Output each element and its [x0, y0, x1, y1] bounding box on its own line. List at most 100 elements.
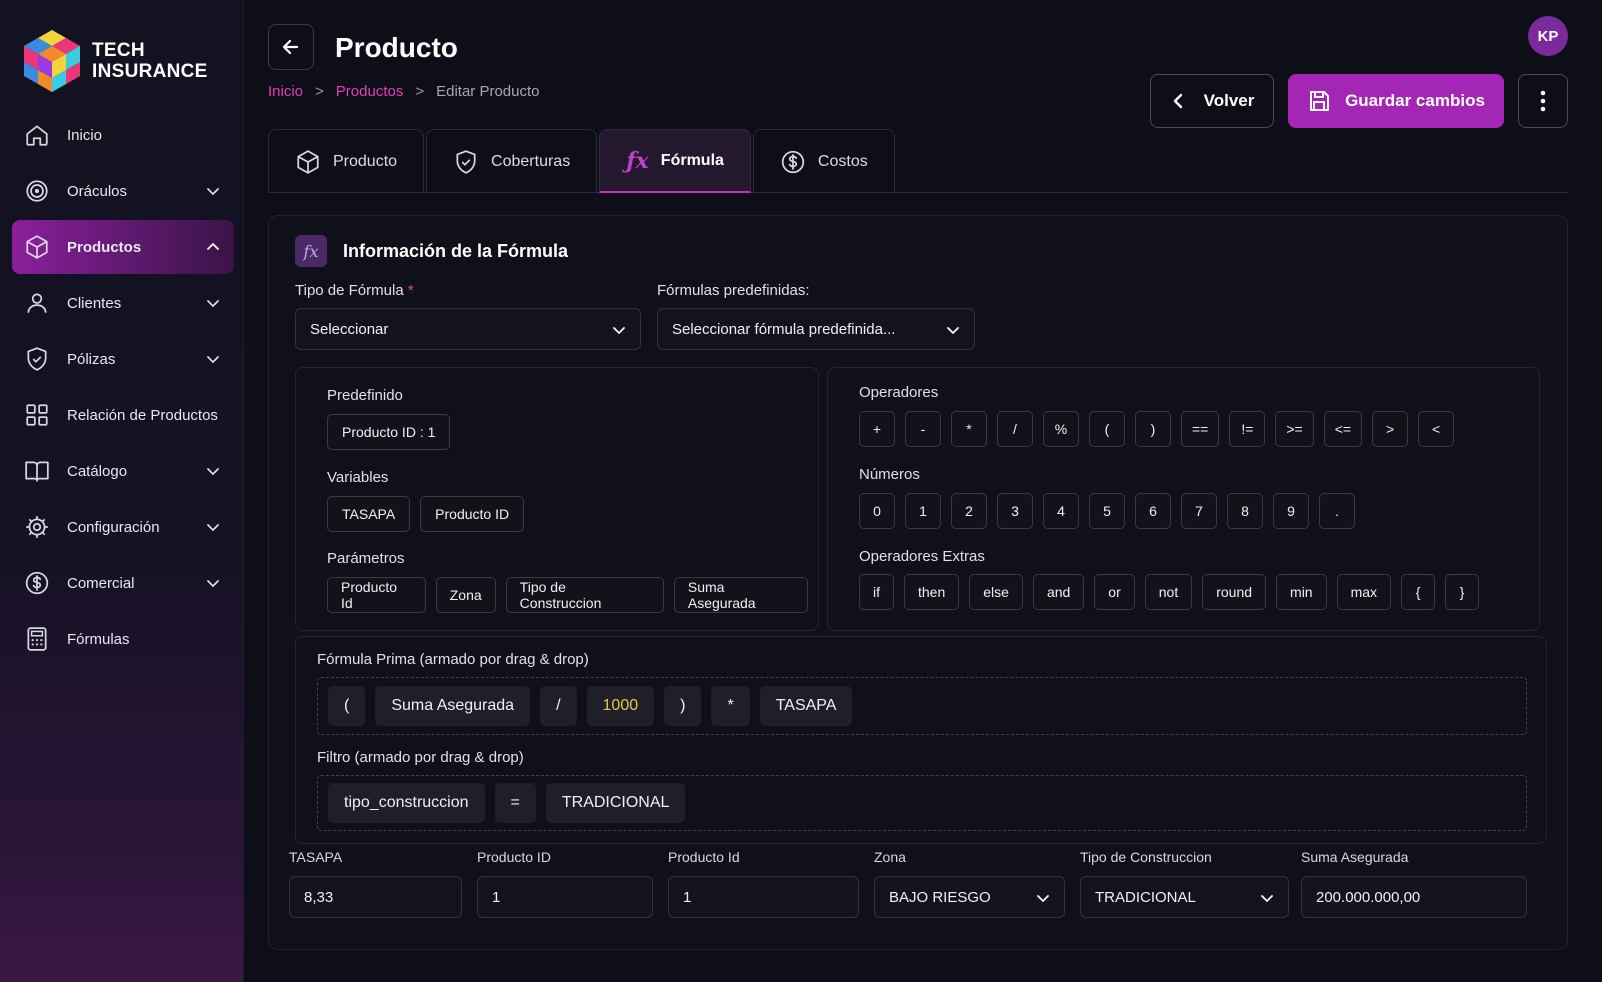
- select-zona[interactable]: BAJO RIESGO: [874, 876, 1065, 918]
- sidebar-item-formulas[interactable]: Fórmulas: [12, 612, 234, 666]
- chevron-down-icon: [206, 520, 220, 538]
- sidebar-item-productos[interactable]: Productos: [12, 220, 234, 274]
- numero-chip[interactable]: 7: [1181, 493, 1217, 529]
- operador-chip[interactable]: >: [1372, 411, 1409, 447]
- operador-extra-chip[interactable]: not: [1144, 574, 1193, 610]
- avatar[interactable]: KP: [1528, 16, 1568, 56]
- save-label: Guardar cambios: [1345, 91, 1485, 110]
- tab-producto[interactable]: Producto: [268, 129, 425, 193]
- tab-label: Fórmula: [660, 151, 724, 169]
- numero-chip[interactable]: 5: [1089, 493, 1125, 529]
- formula-token[interactable]: Suma Asegurada: [375, 686, 531, 726]
- variable-chip[interactable]: Producto ID: [420, 496, 525, 532]
- more-vertical-icon: [1540, 90, 1546, 112]
- formula-prima-dropzone[interactable]: (Suma Asegurada/1000) * TASAPA: [317, 677, 1527, 735]
- numero-chip[interactable]: .: [1319, 493, 1355, 529]
- volver-label: Volver: [1203, 91, 1255, 110]
- sidebar-item-label: Catálogo: [67, 462, 128, 480]
- formula-token[interactable]: TASAPA: [759, 686, 853, 726]
- operador-chip[interactable]: -: [905, 411, 941, 447]
- filtro-dropzone[interactable]: tipo_construccion = TRADICIONAL: [317, 775, 1527, 831]
- operador-chip[interactable]: *: [951, 411, 987, 447]
- card-header: fx Información de la Fórmula: [295, 235, 568, 267]
- parametro-chip[interactable]: Zona: [435, 577, 496, 613]
- numero-chip[interactable]: 3: [997, 493, 1033, 529]
- operador-chip[interactable]: /: [997, 411, 1033, 447]
- predefinido-chip[interactable]: Producto ID : 1: [327, 414, 451, 450]
- tab-formula[interactable]: ƒx Fórmula: [599, 129, 751, 193]
- filtro-token[interactable]: =: [494, 783, 536, 823]
- formula-card: fx Información de la Fórmula Tipo de Fór…: [268, 215, 1568, 950]
- operador-chip[interactable]: ): [1135, 411, 1171, 447]
- operador-chip[interactable]: !=: [1229, 411, 1266, 447]
- numero-chip[interactable]: 4: [1043, 493, 1079, 529]
- filtro-token[interactable]: TRADICIONAL: [545, 783, 686, 823]
- parametro-chip[interactable]: Suma Asegurada: [673, 577, 808, 613]
- numero-chip[interactable]: 6: [1135, 493, 1171, 529]
- formula-token[interactable]: /: [540, 686, 577, 726]
- sidebar-item-polizas[interactable]: Pólizas: [12, 332, 234, 386]
- formulas-predefinidas-select[interactable]: Seleccionar fórmula predefinida...: [657, 308, 975, 350]
- back-button[interactable]: [268, 24, 314, 70]
- breadcrumb-inicio[interactable]: Inicio: [268, 83, 304, 100]
- operador-extra-chip[interactable]: if: [859, 574, 894, 610]
- numero-chip[interactable]: 2: [951, 493, 987, 529]
- operador-extra-chip[interactable]: round: [1202, 574, 1267, 610]
- sidebar-item-label: Clientes: [67, 294, 122, 312]
- brand-logo[interactable]: TECH INSURANCE: [24, 30, 208, 92]
- numero-chip[interactable]: 8: [1227, 493, 1263, 529]
- operador-chip[interactable]: >=: [1275, 411, 1314, 447]
- operador-extra-chip[interactable]: else: [969, 574, 1023, 610]
- select-tipo-de-construccion[interactable]: TRADICIONAL: [1080, 876, 1289, 918]
- operador-extra-chip[interactable]: and: [1032, 574, 1085, 610]
- operador-extra-chip[interactable]: max: [1336, 574, 1392, 610]
- operadores-chips: + - * /% () == != >= <= > <: [859, 411, 1464, 447]
- box-icon: [24, 234, 50, 260]
- parametro-chip[interactable]: Producto Id: [327, 577, 426, 613]
- parametro-chip[interactable]: Tipo de Construccion: [505, 577, 664, 613]
- sidebar-item-inicio[interactable]: Inicio: [12, 108, 234, 162]
- input-suma-asegurada[interactable]: 200.000.000,00: [1301, 876, 1527, 918]
- save-button[interactable]: Guardar cambios: [1288, 74, 1504, 128]
- formula-token[interactable]: 1000: [586, 686, 655, 726]
- input-tasapa[interactable]: 8,33: [289, 876, 462, 918]
- operador-extra-chip[interactable]: {: [1401, 574, 1436, 610]
- numero-chip[interactable]: 9: [1273, 493, 1309, 529]
- operador-chip[interactable]: ==: [1181, 411, 1220, 447]
- sidebar-item-catalogo[interactable]: Catálogo: [12, 444, 234, 498]
- variable-chip[interactable]: TASAPA: [327, 496, 411, 532]
- breadcrumb-productos[interactable]: Productos: [335, 83, 404, 100]
- predefinido-label: Predefinido: [327, 387, 403, 404]
- sidebar-item-configuracion[interactable]: Configuración: [12, 500, 234, 554]
- operador-chip[interactable]: <: [1418, 411, 1455, 447]
- field-label-zona: Zona: [874, 849, 906, 865]
- operador-extra-chip[interactable]: or: [1094, 574, 1135, 610]
- tipo-formula-select[interactable]: Seleccionar: [295, 308, 641, 350]
- operador-chip[interactable]: +: [859, 411, 895, 447]
- formula-token[interactable]: *: [711, 686, 750, 726]
- numero-chip[interactable]: 1: [905, 493, 941, 529]
- operador-chip[interactable]: %: [1043, 411, 1079, 447]
- sidebar-item-clientes[interactable]: Clientes: [12, 276, 234, 330]
- sidebar-item-relacion-de-productos[interactable]: Relación de Productos: [12, 388, 234, 442]
- tab-costos[interactable]: Costos: [752, 129, 895, 193]
- operador-extra-chip[interactable]: then: [904, 574, 960, 610]
- operador-chip[interactable]: <=: [1323, 411, 1363, 447]
- volver-button[interactable]: Volver: [1150, 74, 1274, 128]
- input-producto-id[interactable]: 1: [668, 876, 859, 918]
- formula-token[interactable]: ): [664, 686, 702, 726]
- filtro-token[interactable]: tipo_construccion: [328, 783, 485, 823]
- operador-extra-chip[interactable]: }: [1445, 574, 1480, 610]
- sidebar-item-comercial[interactable]: Comercial: [12, 556, 234, 610]
- operador-chip[interactable]: (: [1089, 411, 1125, 447]
- sidebar-item-oraculos[interactable]: Oráculos: [12, 164, 234, 218]
- numeros-label: Números: [859, 466, 920, 483]
- tab-coberturas[interactable]: Coberturas: [426, 129, 598, 193]
- formula-token[interactable]: (: [328, 686, 366, 726]
- field-value: TRADICIONAL: [1095, 888, 1196, 906]
- operador-extra-chip[interactable]: min: [1276, 574, 1327, 610]
- input-producto-id[interactable]: 1: [477, 876, 653, 918]
- numero-chip[interactable]: 0: [859, 493, 895, 529]
- operadores-extras-chips: if then else and or not round min max{}: [859, 574, 1489, 610]
- more-options-button[interactable]: [1518, 74, 1568, 128]
